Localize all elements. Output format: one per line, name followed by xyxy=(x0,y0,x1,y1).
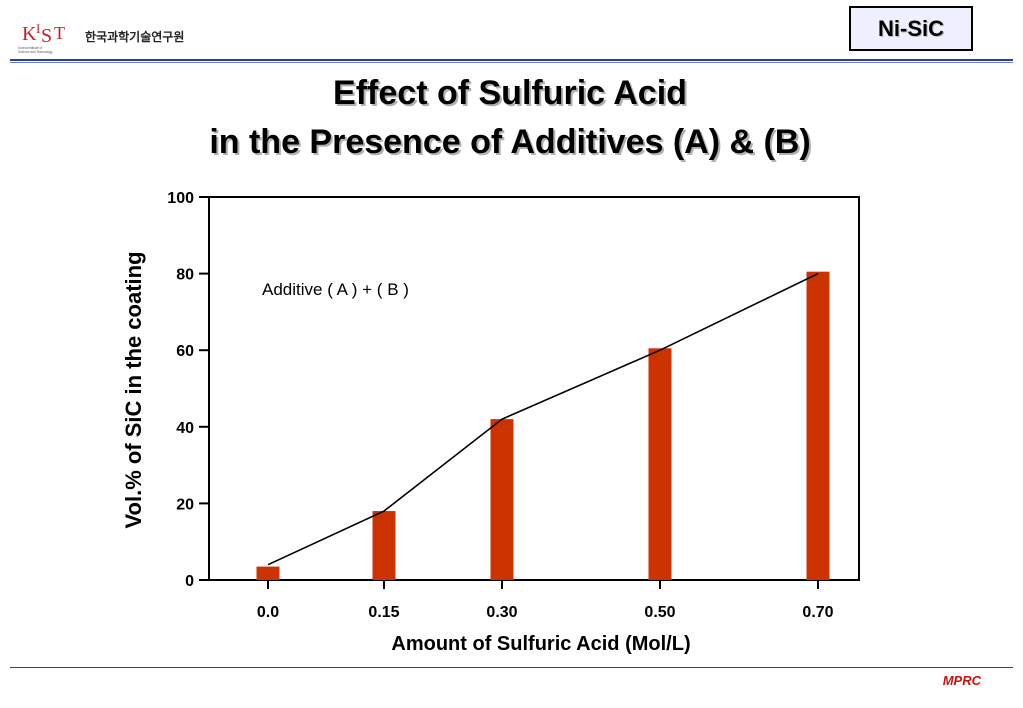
y-tick-label: 40 xyxy=(176,420,194,437)
title-line-2: in the Presence of Additives (A) & (B) xyxy=(209,123,811,161)
x-tick-label: 0.70 xyxy=(802,604,833,621)
chart-bars xyxy=(256,271,830,580)
y-tick-label: 60 xyxy=(176,343,194,360)
header-rule-secondary xyxy=(10,62,1013,63)
chart-text: 0 20 40 60 80 100 0.0 0.15 0.30 0.50 0.70 Additive … xyxy=(121,190,834,655)
x-tick-label: 0.30 xyxy=(486,604,517,621)
svg-text:I: I xyxy=(36,21,40,36)
trend-line xyxy=(267,272,819,566)
bar-3 xyxy=(648,348,672,580)
x-tick-label: 0.0 xyxy=(257,604,279,621)
plot-frame xyxy=(208,196,860,581)
bar-0 xyxy=(256,566,280,580)
x-tick-label: 0.50 xyxy=(644,604,675,621)
topic-tag-label: Ni-SiC xyxy=(878,16,944,41)
svg-text:K: K xyxy=(22,23,37,45)
topic-tag: Ni-SiC xyxy=(849,6,973,51)
x-tick-label: 0.15 xyxy=(368,604,399,621)
svg-text:S: S xyxy=(41,25,52,47)
svg-text:Korea Institute of: Korea Institute of xyxy=(18,46,42,50)
y-tick-label: 80 xyxy=(176,267,194,284)
y-tick-label: 0 xyxy=(185,573,194,590)
y-tick-label: 20 xyxy=(176,496,194,513)
chart-axes xyxy=(199,196,860,589)
svg-text:T: T xyxy=(54,23,65,43)
svg-text:Science and Technology: Science and Technology xyxy=(18,50,53,54)
y-axis-label: Vol.% of SiC in the coating xyxy=(121,251,146,528)
kist-logo: K I S T Korea Institute of Science and T… xyxy=(16,18,216,58)
x-axis-label: Amount of Sulfuric Acid (Mol/L) xyxy=(391,633,690,655)
bar-1 xyxy=(372,511,396,580)
y-tick-label: 100 xyxy=(167,190,194,207)
footer-brand: MPRC xyxy=(942,673,981,688)
title-line-1: Effect of Sulfuric Acid xyxy=(333,74,687,112)
header-rule xyxy=(10,59,1013,61)
chart-annotation: Additive ( A ) + ( B ) xyxy=(262,280,409,299)
kist-logo-mark: K I S T Korea Institute of Science and T… xyxy=(18,21,65,54)
org-name: 한국과학기술연구원 xyxy=(85,30,185,44)
bar-4 xyxy=(806,271,830,580)
chart-trend-line xyxy=(267,272,819,566)
footer-rule xyxy=(10,667,1013,668)
bar-2 xyxy=(490,419,514,580)
